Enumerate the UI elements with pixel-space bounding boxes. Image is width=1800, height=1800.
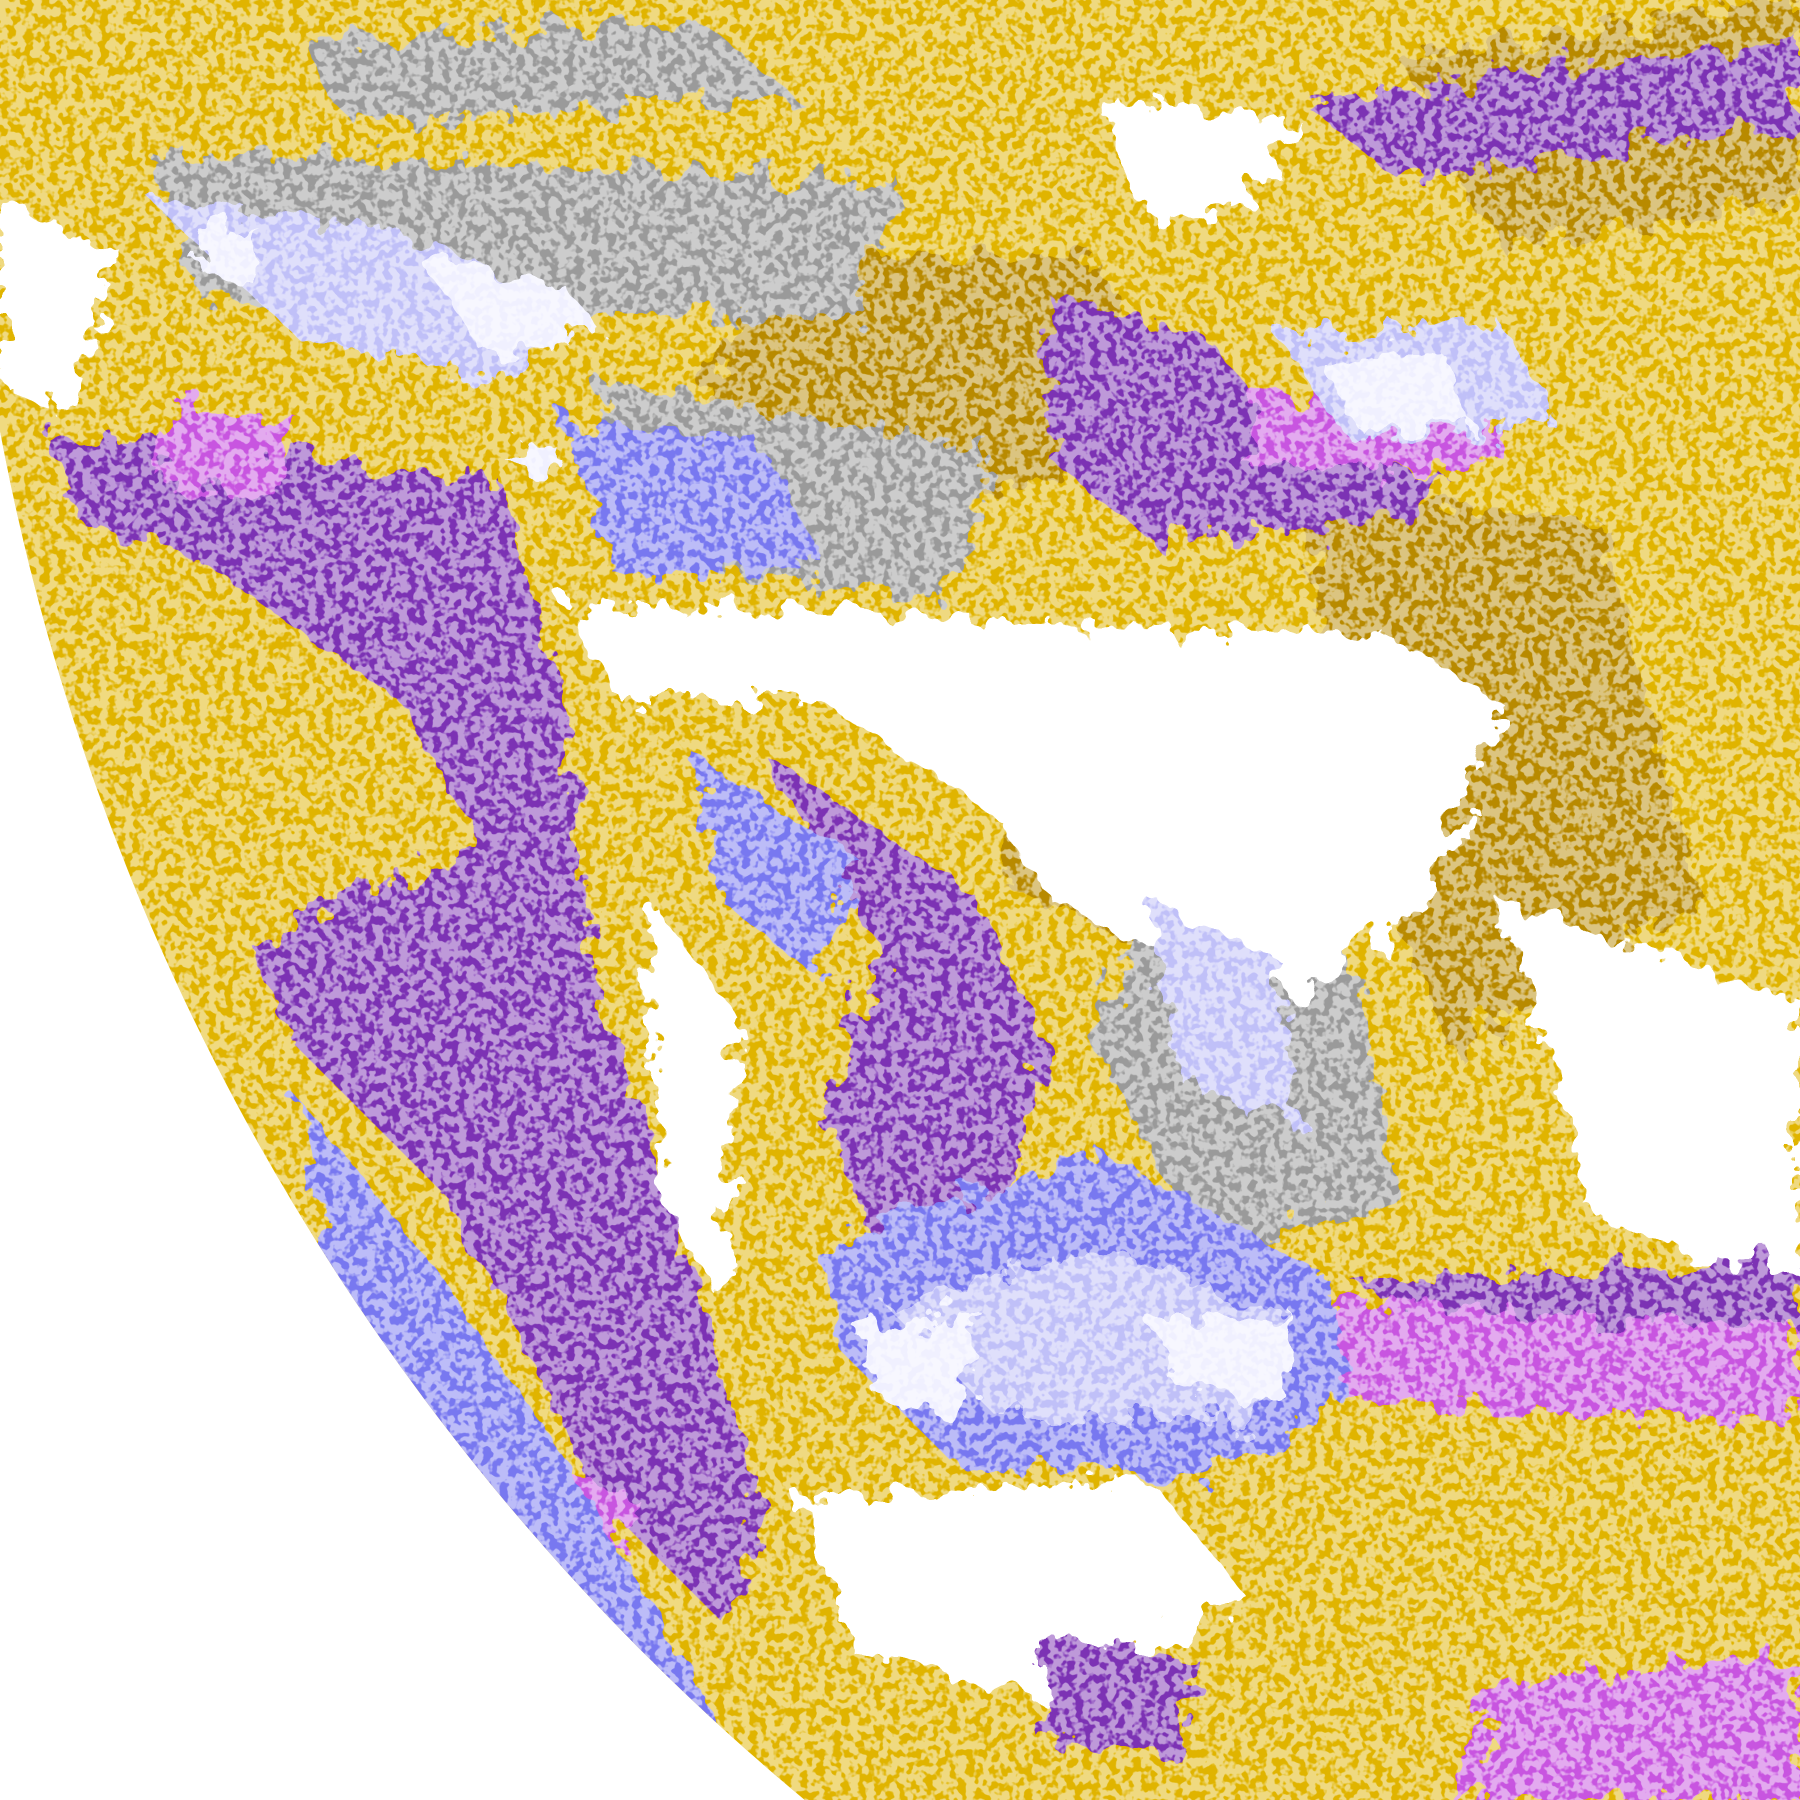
satellite-image <box>0 0 1800 1800</box>
